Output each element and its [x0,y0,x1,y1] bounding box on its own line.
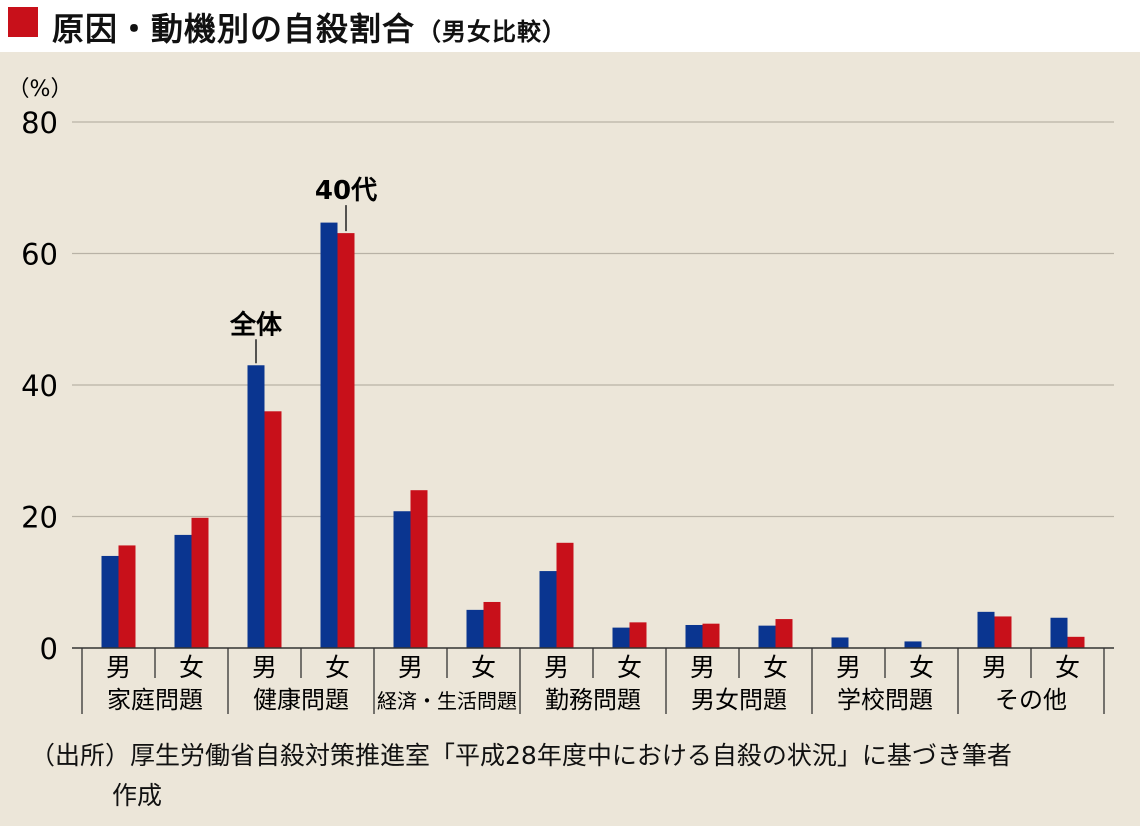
y-tick-label: 0 [40,632,58,666]
x-group-label: その他 [995,686,1067,714]
x-sub-label: 男 [252,653,277,682]
bar-40s [191,517,209,648]
chart-title: 原因・動機別の自殺割合（男女比較） [52,4,567,50]
x-sub-label: 女 [179,653,204,682]
bar-all [904,641,922,648]
x-group-label: 勤務問題 [545,686,641,714]
bar-all [1050,617,1068,648]
bar-40s [1067,636,1085,648]
y-tick-label: 20 [21,501,58,535]
x-sub-label: 男 [982,653,1007,682]
x-sub-label: 男 [398,653,423,682]
legend-label-40s: 40代 [315,176,377,206]
source-note: （出所）厚生労働省自殺対策推進室「平成28年度中における自殺の状況」に基づき筆者… [30,736,1130,816]
bar-all [758,625,776,648]
y-tick-label: 60 [21,238,58,272]
y-unit-label: （%） [8,77,73,102]
bar-all [101,555,119,648]
bar-40s [337,233,355,648]
source-line-1: （出所）厚生労働省自殺対策推進室「平成28年度中における自殺の状況」に基づき筆者 [30,741,1012,770]
chart-title-text: 原因・動機別の自殺割合 [52,10,416,48]
source-line-2: 作成 [112,781,163,810]
bar-all [393,511,411,648]
bar-40s [994,616,1012,648]
bar-all [466,609,484,648]
bar-40s [410,490,428,648]
x-sub-label: 男 [106,653,131,682]
bar-40s [629,622,647,648]
x-sub-label: 女 [909,653,934,682]
bar-40s [702,623,720,648]
bar-all [612,627,630,648]
x-sub-label: 女 [325,653,350,682]
x-sub-label: 女 [1055,653,1080,682]
bar-40s [483,601,501,648]
bar-all [247,365,265,648]
bar-all [174,534,192,648]
bar-all [539,571,557,648]
x-group-label: 健康問題 [253,686,349,714]
legend-label-all: 全体 [229,309,283,340]
bar-40s [775,619,793,648]
bar-40s [556,542,574,648]
x-sub-label: 男 [836,653,861,682]
x-group-label: 家庭問題 [107,686,203,714]
x-sub-label: 女 [471,653,496,682]
x-sub-label: 女 [763,653,788,682]
bar-40s [264,411,282,648]
bar-all [831,637,849,648]
x-sub-label: 男 [690,653,715,682]
x-sub-label: 男 [544,653,569,682]
bar-40s [118,545,136,648]
bar-all [320,222,338,648]
x-sub-label: 女 [617,653,642,682]
y-tick-label: 80 [21,106,58,140]
bar-all [685,624,703,648]
title-marker [8,7,38,37]
chart-header: 原因・動機別の自殺割合（男女比較） [0,0,1140,52]
x-group-label: 学校問題 [837,686,933,714]
x-group-label: 男女問題 [691,686,787,714]
bar-all [977,611,995,648]
chart-subtitle: （男女比較） [417,18,568,46]
x-group-label: 経済・生活問題 [377,689,517,713]
y-tick-label: 40 [21,369,58,403]
